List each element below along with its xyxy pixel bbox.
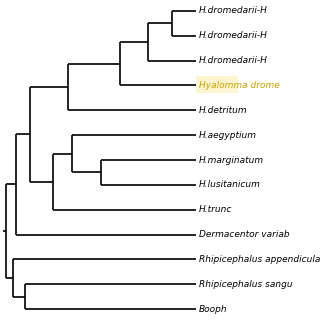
Text: H.dromedarii-H: H.dromedarii-H — [199, 31, 268, 40]
Text: H.trunc: H.trunc — [199, 205, 232, 214]
Text: H.dromedarii-H: H.dromedarii-H — [199, 6, 268, 15]
Text: Rhipicephalus sangu: Rhipicephalus sangu — [199, 280, 293, 289]
Text: H.aegyptium: H.aegyptium — [199, 131, 257, 140]
Text: Dermacentor variab: Dermacentor variab — [199, 230, 290, 239]
Text: Hyalomma drome: Hyalomma drome — [199, 81, 280, 90]
Text: H.marginatum: H.marginatum — [199, 156, 264, 164]
Text: H.detritum: H.detritum — [199, 106, 248, 115]
FancyBboxPatch shape — [196, 76, 295, 93]
Text: H.lusitanicum: H.lusitanicum — [199, 180, 261, 189]
Text: Booph: Booph — [199, 305, 228, 314]
Text: H.dromedarii-H: H.dromedarii-H — [199, 56, 268, 65]
Text: Rhipicephalus appendicula: Rhipicephalus appendicula — [199, 255, 320, 264]
